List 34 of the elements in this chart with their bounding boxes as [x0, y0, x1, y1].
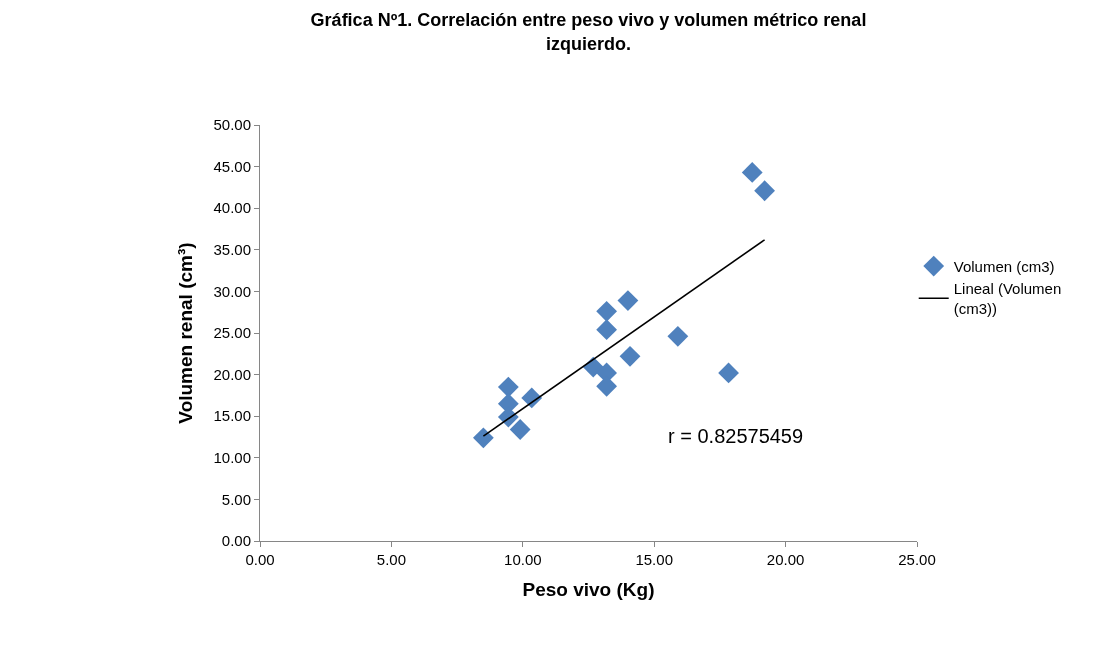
y-tick-label: 45.00 — [213, 157, 251, 175]
y-tick-label: 50.00 — [213, 116, 251, 134]
x-tick-label: 20.00 — [766, 551, 805, 568]
y-tick-label: 10.00 — [213, 449, 251, 467]
y-axis-title: Volumen renal (cm³) — [175, 242, 197, 424]
point — [718, 362, 739, 384]
y-tick-label: 5.00 — [221, 490, 251, 508]
x-tick-label: 15.00 — [635, 551, 673, 568]
point — [741, 162, 763, 183]
y-tick-label: 15.00 — [213, 407, 251, 425]
point — [497, 376, 519, 398]
point — [754, 180, 775, 202]
x-tick-label: 0.00 — [245, 551, 275, 568]
x-tick-label: 5.00 — [376, 551, 406, 568]
point — [667, 325, 689, 347]
point — [619, 345, 641, 367]
x-tick-label: 25.00 — [898, 551, 936, 568]
annotation: r = 0.82575459 — [668, 425, 804, 447]
x-axis-title: Peso vivo (Kg) — [522, 578, 655, 600]
y-tick-label: 40.00 — [213, 199, 251, 217]
point — [472, 427, 494, 449]
y-tick-label: 35.00 — [213, 241, 251, 259]
y-tick-label: 30.00 — [213, 282, 251, 300]
point — [617, 290, 639, 311]
x-tick-label: 10.00 — [504, 551, 542, 568]
y-tick-label: 20.00 — [213, 365, 251, 383]
legend-label: Volumen (cm3) — [953, 257, 1055, 275]
y-tick-label: 25.00 — [213, 324, 251, 342]
point — [509, 419, 531, 440]
point — [596, 300, 618, 322]
y-tick-label: 0.00 — [221, 532, 251, 550]
legend-label: Lineal (Volumen (cm3)) — [953, 280, 1062, 317]
point — [596, 319, 618, 341]
chart-title: Gráfica Nº1. Correlación entre peso vivo y volumen métrico renal izquierdo. — [310, 10, 867, 54]
